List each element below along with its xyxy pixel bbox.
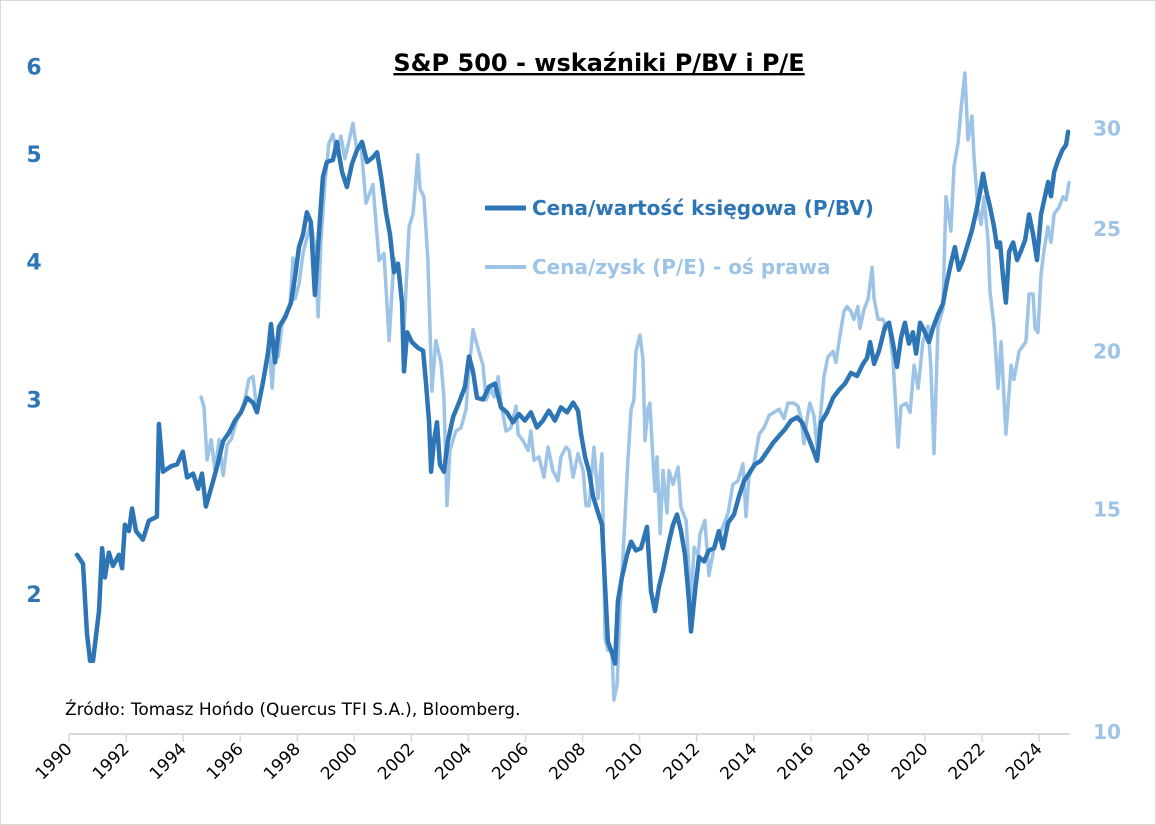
y-right-tick-label: 30 (1093, 117, 1121, 141)
y-left-tick-label: 6 (26, 56, 41, 81)
legend-label-pe: Cena/zysk (P/E) - oś prawa (532, 255, 831, 279)
x-tick-label: 2018 (831, 739, 876, 784)
x-tick-label: 2012 (659, 739, 704, 784)
x-tick-label: 1994 (146, 739, 191, 784)
x-tick-label: 2002 (374, 739, 419, 784)
legend-label-pbv: Cena/wartość księgowa (P/BV) (532, 196, 874, 220)
series-line-pbv (74, 129, 1071, 666)
legend: Cena/wartość księgowa (P/BV) Cena/zysk (… (485, 196, 874, 279)
y-right-tick-label: 25 (1093, 217, 1121, 241)
x-tick-label: 2006 (488, 739, 533, 784)
x-tick-label: 2010 (602, 739, 647, 784)
series-group (74, 71, 1071, 702)
x-tick-label: 1998 (260, 739, 305, 784)
y-left-tick-label: 2 (26, 583, 41, 608)
y-left-tick-label: 4 (26, 250, 41, 275)
x-tick-label: 2008 (545, 739, 590, 784)
x-tick-label: 2022 (945, 739, 990, 784)
x-tick-label: 2014 (717, 739, 762, 784)
y-left-tick-label: 5 (26, 143, 41, 168)
source-note: Źródło: Tomasz Hońdo (Quercus TFI S.A.),… (65, 698, 521, 720)
x-tick-label: 1992 (89, 739, 134, 784)
y-right-tick-label: 20 (1093, 339, 1121, 363)
chart-title: S&P 500 - wskaźniki P/BV i P/E (393, 49, 804, 77)
y-left-tick-label: 3 (26, 388, 41, 413)
x-tick-label: 2000 (317, 739, 362, 784)
series-line-pe (199, 71, 1071, 702)
y-right-tick-label: 15 (1093, 497, 1121, 521)
x-tick-label: 2024 (1002, 739, 1047, 784)
x-tick-label: 1996 (203, 739, 248, 784)
x-tick-label: 2020 (888, 739, 933, 784)
x-tick-label: 2004 (431, 739, 476, 784)
x-tick-label: 2016 (774, 739, 819, 784)
y-right-tick-label: 10 (1093, 720, 1121, 744)
axes: 1990 1992 1994 1996 1998 2000 2002 2004 2006 2008… (26, 56, 1121, 784)
x-tick-label: 1990 (32, 739, 77, 784)
